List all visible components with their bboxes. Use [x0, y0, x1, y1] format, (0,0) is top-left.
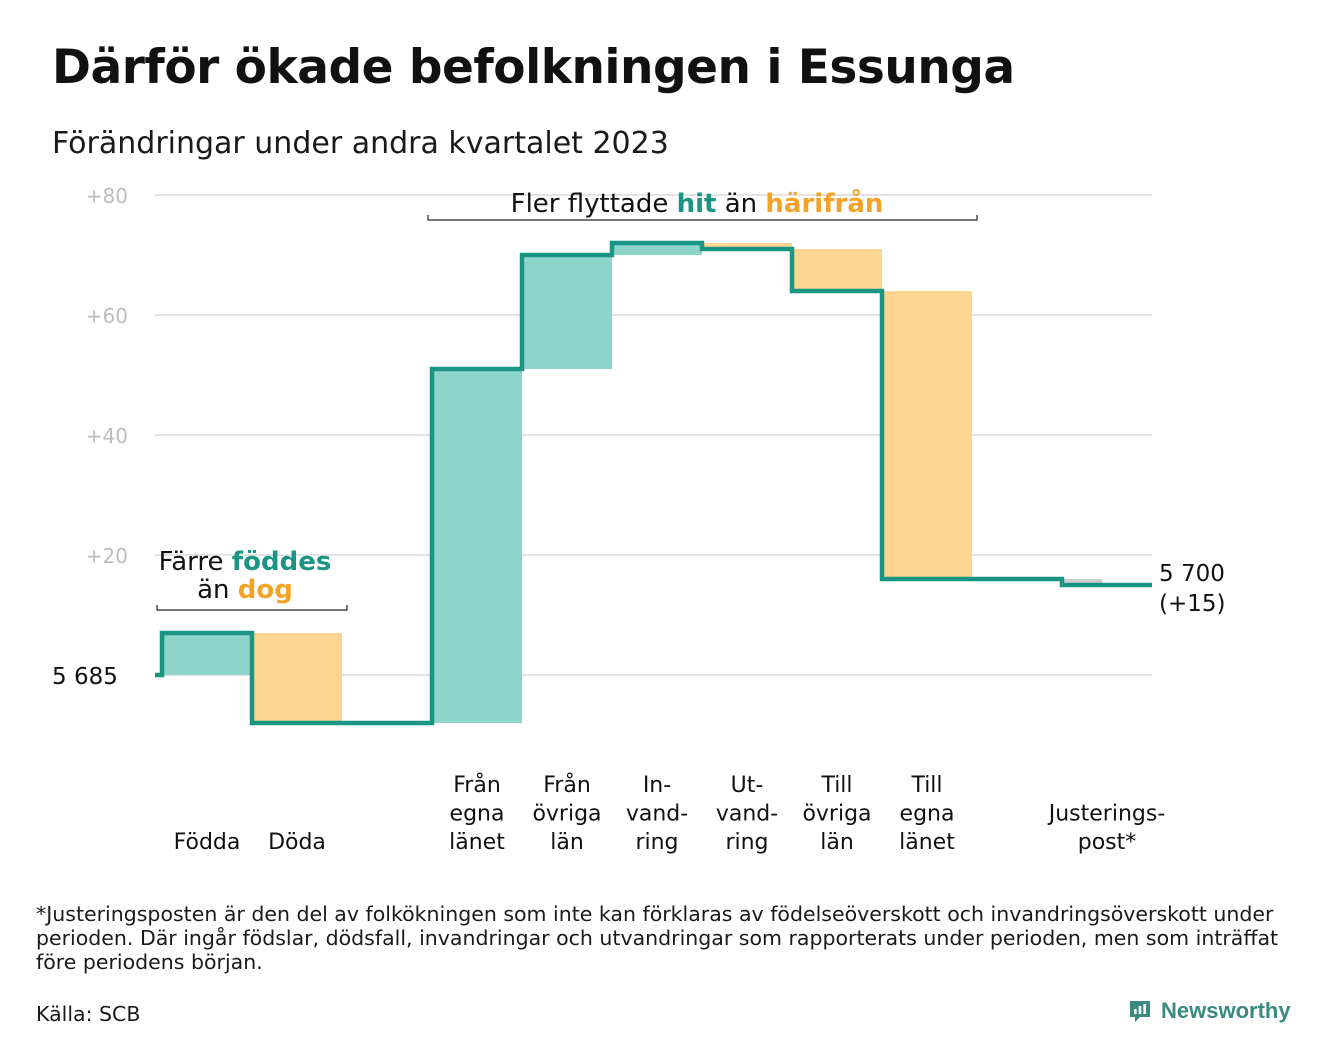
annotation-births-part-0-0: Färre	[159, 547, 232, 577]
category-label-6-0: Ut-	[731, 773, 764, 798]
annotation-migration-bracket	[427, 215, 978, 221]
category-label-5-0: In-	[643, 773, 671, 798]
end-value-label-1: (+15)	[1159, 591, 1225, 617]
bar-adjustment-10	[1064, 579, 1102, 585]
start-value-label: 5 685	[52, 664, 118, 690]
brand-logo: Newsworthy	[1127, 998, 1291, 1024]
bar-inflow-5	[612, 243, 702, 255]
category-label-7-0: Till	[820, 773, 852, 798]
category-label-4-0: Från	[543, 772, 591, 798]
category-label-6-1: vand-	[716, 802, 778, 827]
annotation-migration-part-0-0: Fler flyttade	[511, 189, 677, 219]
annotation-births-bracket	[156, 605, 348, 611]
category-label-4-1: övriga	[532, 802, 601, 827]
chart-title: Därför ökade befolkningen i Essunga	[52, 40, 1015, 95]
annotation-migration-part-0-3: härifrån	[765, 187, 883, 219]
category-label-5-1: vand-	[626, 802, 688, 827]
category-label-4-2: län	[550, 830, 584, 855]
chart-subtitle: Förändringar under andra kvartalet 2023	[52, 126, 669, 161]
annotation-migration-line-0: Fler flyttade hit än härifrån	[511, 187, 884, 219]
category-label-3-1: egna	[450, 802, 505, 827]
annotation-births-part-1-0: än	[197, 575, 238, 605]
y-tick-label-0: +20	[86, 544, 128, 568]
annotation-births-part-0-1: föddes	[232, 547, 332, 577]
category-label-7-1: övriga	[802, 802, 871, 827]
bar-inflow-3	[432, 369, 522, 723]
category-label-7-2: län	[820, 830, 854, 855]
y-tick-label-1: +40	[86, 424, 128, 448]
newsworthy-logo-icon	[1130, 1001, 1150, 1022]
annotation-births-part-1-1: dog	[238, 575, 293, 605]
annotation-births-line-0: Färre föddes	[159, 547, 332, 577]
y-tick-label-3: +80	[86, 184, 128, 208]
annotation-migration-part-0-2: än	[716, 189, 765, 219]
waterfall-chart: +20 +40 +60 +80 5 685 5 700 (+15) Födda Döda Från…	[52, 184, 1225, 855]
category-label-8-1: egna	[900, 802, 955, 827]
footnote: *Justeringsposten är den del av folkökni…	[36, 902, 1279, 974]
category-label-5-2: ring	[635, 830, 678, 855]
category-label-3-0: Från	[453, 772, 501, 798]
end-value-label-0: 5 700	[1159, 561, 1225, 587]
source-note: Källa: SCB	[36, 1002, 141, 1026]
category-label-0-0: Födda	[174, 830, 241, 855]
cumulative-step-line	[155, 240, 1152, 726]
category-label-8-0: Till	[910, 773, 942, 798]
annotation-births-line-1: än dog	[197, 575, 293, 605]
bar-outflow-6	[702, 243, 792, 249]
bar-outflow-1	[252, 633, 342, 723]
category-label-10-0: Justerings-	[1047, 802, 1166, 827]
y-tick-label-2: +60	[86, 304, 128, 328]
category-label-6-2: ring	[725, 830, 768, 855]
category-label-3-2: länet	[449, 830, 505, 855]
bar-outflow-8	[882, 291, 972, 579]
bar-outflow-7	[792, 249, 882, 291]
bar-inflow-4	[522, 255, 612, 369]
brand-name: Newsworthy	[1161, 998, 1291, 1023]
bar-inflow-0	[162, 633, 252, 675]
category-label-8-2: länet	[899, 830, 955, 855]
category-label-10-1: post*	[1078, 830, 1137, 855]
annotation-migration-part-0-1: hit	[677, 189, 717, 219]
category-label-1-0: Döda	[268, 830, 326, 855]
